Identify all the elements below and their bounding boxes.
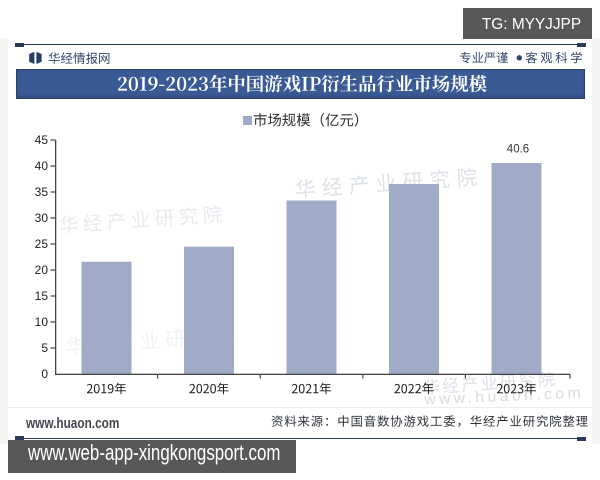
svg-text:40.6: 40.6 (507, 144, 529, 156)
svg-text:30: 30 (35, 211, 49, 225)
svg-text:0: 0 (41, 367, 48, 381)
svg-text:15: 15 (35, 289, 49, 303)
svg-text:35: 35 (35, 185, 49, 199)
svg-text:5: 5 (41, 341, 48, 355)
svg-text:40: 40 (35, 159, 49, 173)
svg-text:25: 25 (35, 237, 49, 251)
svg-text:10: 10 (35, 315, 49, 329)
svg-text:20: 20 (35, 263, 49, 277)
svg-text:45: 45 (35, 133, 49, 147)
